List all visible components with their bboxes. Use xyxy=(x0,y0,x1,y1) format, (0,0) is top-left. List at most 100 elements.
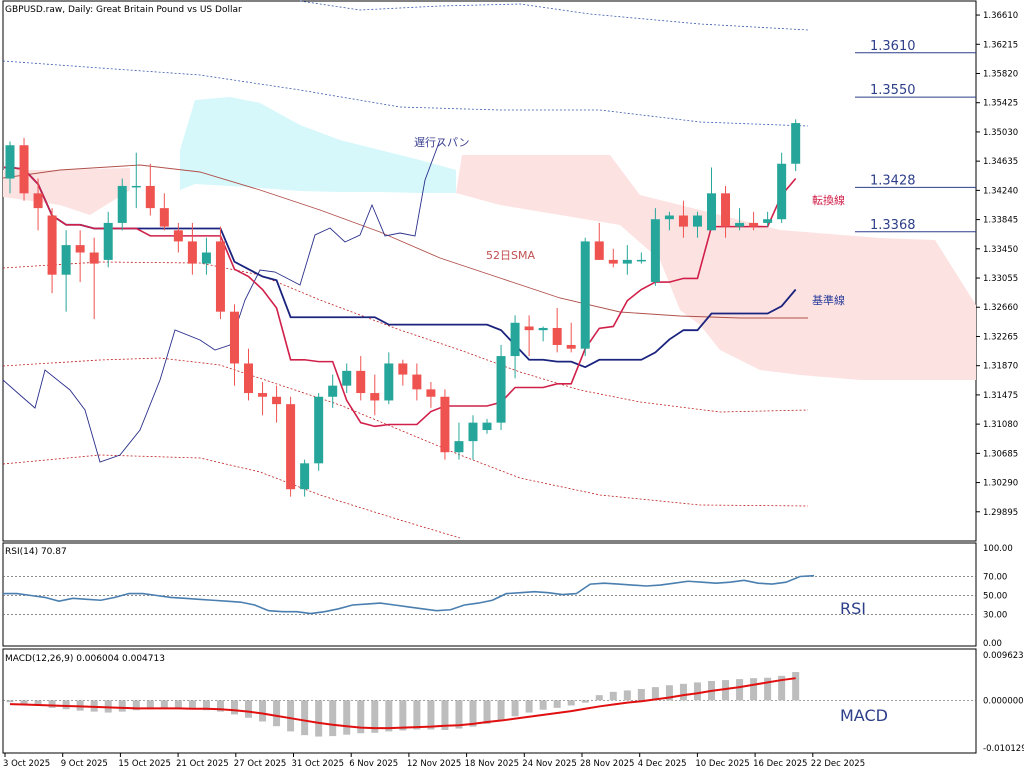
macd-histogram-bar xyxy=(385,700,393,732)
macd-tick-label: 0.000000 xyxy=(983,696,1024,706)
candle-body xyxy=(5,145,15,179)
price-tick-label: 1.34240 xyxy=(983,186,1018,196)
candle-body xyxy=(286,404,296,490)
candle-body xyxy=(61,245,71,275)
tenkan-label: 転換線 xyxy=(812,193,845,207)
candle-body xyxy=(552,327,562,345)
time-tick-label: 4 Dec 2025 xyxy=(638,759,687,769)
macd-histogram-bar xyxy=(62,700,70,710)
candle-body xyxy=(622,259,632,264)
macd-tick-label: 0.009623 xyxy=(983,651,1024,661)
price-tick-label: 1.34635 xyxy=(983,157,1018,167)
candle-body xyxy=(608,259,618,264)
macd-histogram-bar xyxy=(736,679,744,701)
candle-body xyxy=(145,185,155,209)
candle-body xyxy=(735,222,745,227)
macd-histogram-bar xyxy=(750,678,758,701)
candle-body xyxy=(258,393,268,397)
candle-body xyxy=(89,252,99,264)
time-tick-label: 28 Nov 2025 xyxy=(580,759,634,769)
macd-histogram-bar xyxy=(132,700,140,711)
price-levels: 1.3610 1.3550 1.3428 1.3368 xyxy=(855,39,976,233)
sma-label: 52日SMA xyxy=(486,249,535,262)
price-level-label: 1.3610 xyxy=(870,39,916,54)
macd-histogram-bar xyxy=(245,700,253,718)
price-tick-label: 1.32660 xyxy=(983,303,1018,313)
candle-body xyxy=(538,327,548,331)
rsi-tick-label: 0.00 xyxy=(983,639,1002,649)
price-tick-label: 1.31475 xyxy=(983,391,1018,401)
candle-body xyxy=(328,385,338,397)
bollinger-bands xyxy=(2,0,809,539)
macd-histogram-bar xyxy=(764,677,772,701)
candle-body xyxy=(777,163,787,220)
macd-histogram-bar xyxy=(202,700,210,711)
macd-histogram-bar xyxy=(146,700,154,710)
macd-histogram-bar xyxy=(427,700,435,730)
candle-body xyxy=(173,230,183,242)
rsi-panel-frame xyxy=(2,542,977,647)
rsi-tick-label: 30.00 xyxy=(983,611,1007,621)
price-tick-label: 1.32265 xyxy=(983,332,1018,342)
macd-panel-frame xyxy=(2,648,977,754)
time-tick-label: 18 Nov 2025 xyxy=(465,759,519,769)
kijun-label: 基準線 xyxy=(812,293,845,307)
macd-histogram-bar xyxy=(329,700,337,737)
candle-body xyxy=(749,222,759,227)
rsi-line xyxy=(3,574,815,615)
macd-histogram-bar xyxy=(722,680,730,701)
price-tick-label: 1.35425 xyxy=(983,99,1018,109)
rsi-tick-label: 50.00 xyxy=(983,592,1007,602)
macd-histogram-bar xyxy=(216,700,224,712)
time-tick-label: 9 Oct 2025 xyxy=(61,759,108,769)
price-axis: 1.36610 1.36215 1.35820 1.35425 1.35030 1.346… xyxy=(976,11,1018,518)
candle-body xyxy=(356,370,366,394)
candle-body xyxy=(244,363,254,394)
envelope-upper-1 xyxy=(2,60,809,127)
price-tick-label: 1.30685 xyxy=(983,449,1018,459)
tenkan-line xyxy=(4,166,797,428)
time-tick-label: 21 Oct 2025 xyxy=(176,759,229,769)
price-tick-label: 1.29895 xyxy=(983,508,1018,518)
candle-body xyxy=(440,396,450,453)
macd-histogram-bar xyxy=(679,683,687,701)
price-tick-label: 1.33450 xyxy=(983,245,1018,255)
macd-histogram-bar xyxy=(118,700,126,712)
macd-histogram-bar xyxy=(357,700,365,734)
time-tick-label: 16 Dec 2025 xyxy=(753,759,807,769)
macd-histogram-bar xyxy=(301,700,309,736)
macd-histogram-bar xyxy=(581,700,589,703)
price-tick-label: 1.35030 xyxy=(983,128,1018,138)
macd-histogram-bar xyxy=(595,695,603,701)
macd-histogram-bar xyxy=(609,691,617,701)
candle-body xyxy=(454,441,464,453)
macd-histogram-bar xyxy=(511,700,519,717)
candle-body xyxy=(664,215,674,220)
macd-histogram-bar xyxy=(553,700,561,708)
candle-body xyxy=(763,219,773,223)
candle-body xyxy=(19,145,29,194)
price-tick-label: 1.33845 xyxy=(983,216,1018,226)
macd-signal-line xyxy=(9,677,796,730)
candle-body xyxy=(215,241,225,312)
candle-body xyxy=(272,396,282,405)
macd-tick-label: -0.010129 xyxy=(983,744,1024,754)
envelope-upper-2 xyxy=(299,0,809,31)
macd-histogram-bar xyxy=(483,700,491,724)
candle-body xyxy=(791,123,801,164)
macd-histogram-bar xyxy=(525,700,533,713)
candle-body xyxy=(103,222,113,260)
macd-histogram-bar xyxy=(693,682,701,701)
price-tick-label: 1.36215 xyxy=(983,40,1018,50)
macd-histogram-bar xyxy=(6,700,14,703)
macd-histogram-bar xyxy=(315,700,323,737)
macd-histogram-bar xyxy=(287,700,295,732)
macd-header: MACD(12,26,9) 0.006004 0.004713 xyxy=(5,654,165,664)
candle-body xyxy=(524,326,534,331)
candle-body xyxy=(566,344,576,349)
candle-body xyxy=(187,241,197,264)
chart-title: GBPUSD.raw, Daily: Great Britain Pound v… xyxy=(5,5,242,15)
candle-body xyxy=(33,193,43,209)
macd-histogram-bar xyxy=(413,700,421,730)
